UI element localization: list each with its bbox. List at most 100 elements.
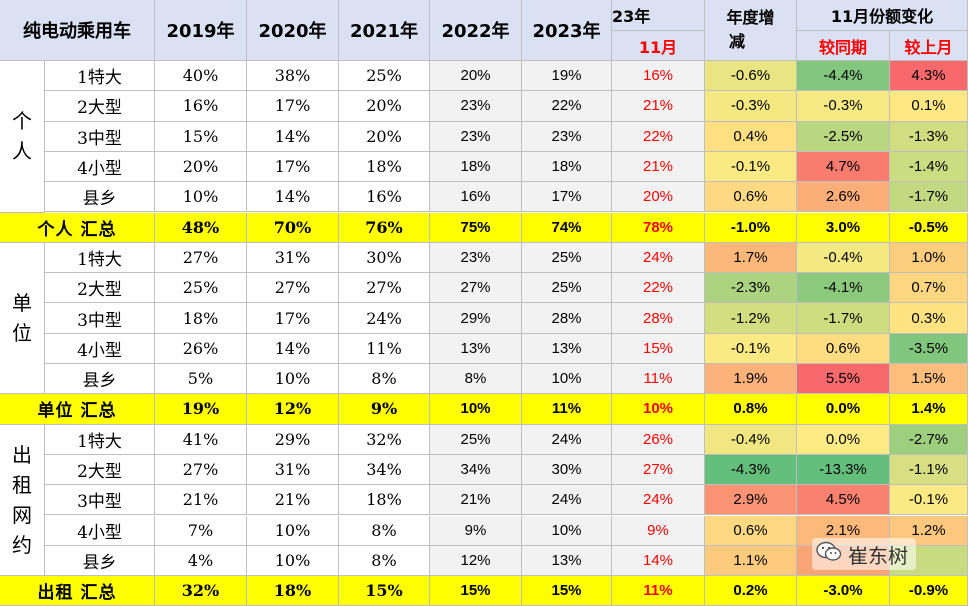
value-2019: 26% [155,333,247,364]
value-2019: 15% [155,121,247,152]
value-2023: 10% [522,364,612,395]
value-annual: -4.3% [705,454,797,486]
total-2020: 70% [247,212,339,243]
row-label: 2大型 [45,91,155,122]
segment-char: 租 [12,472,32,497]
row-label: 2大型 [45,273,155,304]
value-2020: 10% [247,515,339,546]
segment-char: 个 [12,109,32,134]
header-yoy: 较同期 [797,31,890,61]
value-2019: 18% [155,303,247,334]
total-2019: 19% [155,394,247,425]
value-annual: -1.2% [705,303,797,334]
value-nov-2023: 9% [612,515,705,546]
value-nov-2023: 22% [612,121,705,152]
value-2023: 22% [522,91,612,122]
value-annual: -0.3% [705,91,797,122]
value-yoy: 0.0% [797,424,890,455]
row-label: 县乡 [45,364,155,395]
value-nov-2023: 15% [612,333,705,364]
value-2022: 23% [430,121,522,152]
total-nov-2023: 78% [612,212,705,243]
value-2020: 38% [247,61,339,92]
value-2023: 17% [522,182,612,213]
segment-char: 位 [12,321,32,346]
value-2021: 18% [339,151,430,183]
value-yoy: 2.6% [797,182,890,213]
total-annual: 0.8% [705,394,797,425]
value-annual: -0.6% [705,61,797,92]
value-2023: 30% [522,454,612,486]
value-2021: 34% [339,454,430,486]
value-2022: 21% [430,485,522,516]
value-2022: 18% [430,151,522,183]
value-2021: 27% [339,273,430,304]
total-2020: 18% [247,576,339,606]
value-2020: 27% [247,273,339,304]
value-2021: 8% [339,515,430,546]
value-yoy: -2.5% [797,121,890,152]
value-mom: 1.0% [890,242,968,274]
value-2022: 9% [430,515,522,546]
row-label: 3中型 [45,121,155,152]
value-2023: 18% [522,151,612,183]
total-2022: 15% [430,576,522,606]
value-2023: 24% [522,485,612,516]
value-mom: 0.3% [890,303,968,334]
value-2020: 31% [247,454,339,486]
segment-char: 出 [12,442,32,467]
watermark: 崔东树 [812,538,916,570]
header-year: 2021年 [339,0,430,61]
value-2019: 20% [155,151,247,183]
header-annual-change-line2: 减 [729,32,746,51]
total-nov-2023: 10% [612,394,705,425]
value-yoy: -4.4% [797,61,890,92]
value-2020: 14% [247,121,339,152]
value-mom: 0.1% [890,91,968,122]
row-label: 3中型 [45,485,155,516]
value-annual: -0.4% [705,424,797,455]
value-2021: 16% [339,182,430,213]
value-2020: 21% [247,485,339,516]
value-2022: 23% [430,91,522,122]
value-2019: 5% [155,364,247,395]
wechat-icon [816,541,842,568]
header-nov-share-change: 11月份额变化 [797,0,968,31]
total-2019: 32% [155,576,247,606]
value-mom: -1.1% [890,454,968,486]
segment-char: 单 [12,291,32,316]
value-2019: 25% [155,273,247,304]
row-label: 1特大 [45,424,155,455]
value-annual: 0.4% [705,121,797,152]
total-label-text: 单位 汇总 [37,401,117,422]
value-yoy: 4.5% [797,485,890,516]
value-annual: 0.6% [705,515,797,546]
total-mom: 1.4% [890,394,968,425]
value-nov-2023: 21% [612,91,705,122]
value-2021: 18% [339,485,430,516]
segment-label: 单位 [0,242,45,395]
value-mom: 0.7% [890,273,968,304]
segment-char: 人 [12,139,32,164]
row-label: 1特大 [45,61,155,92]
value-2019: 27% [155,242,247,274]
total-yoy: 0.0% [797,394,890,425]
total-nov-2023: 11% [612,576,705,606]
value-2022: 23% [430,242,522,274]
header-corner: 纯电动乘用车 [0,0,155,61]
value-annual: 1.9% [705,364,797,395]
total-label: 出租 汇总 [0,576,155,606]
value-yoy: -13.3% [797,454,890,486]
value-annual: -0.1% [705,333,797,364]
total-yoy: 3.0% [797,212,890,243]
value-annual: 2.9% [705,485,797,516]
value-annual: -2.3% [705,273,797,304]
value-2019: 7% [155,515,247,546]
segment-char: 网 [12,502,32,527]
value-mom: -3.5% [890,333,968,364]
segment-char: 约 [12,532,32,557]
total-2021: 15% [339,576,430,606]
header-year: 2023年 [522,0,612,61]
header-annual-change-line1: 年度增 [726,8,775,27]
